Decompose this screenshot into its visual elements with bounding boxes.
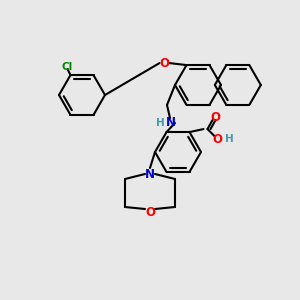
Text: O: O [145,206,155,218]
Text: N: N [145,167,155,181]
Text: Cl: Cl [62,62,73,72]
Text: O: O [160,57,170,70]
Text: O: O [212,133,223,146]
Text: H: H [156,118,164,128]
Text: O: O [211,111,220,124]
Text: H: H [225,134,234,144]
Text: N: N [166,116,176,130]
